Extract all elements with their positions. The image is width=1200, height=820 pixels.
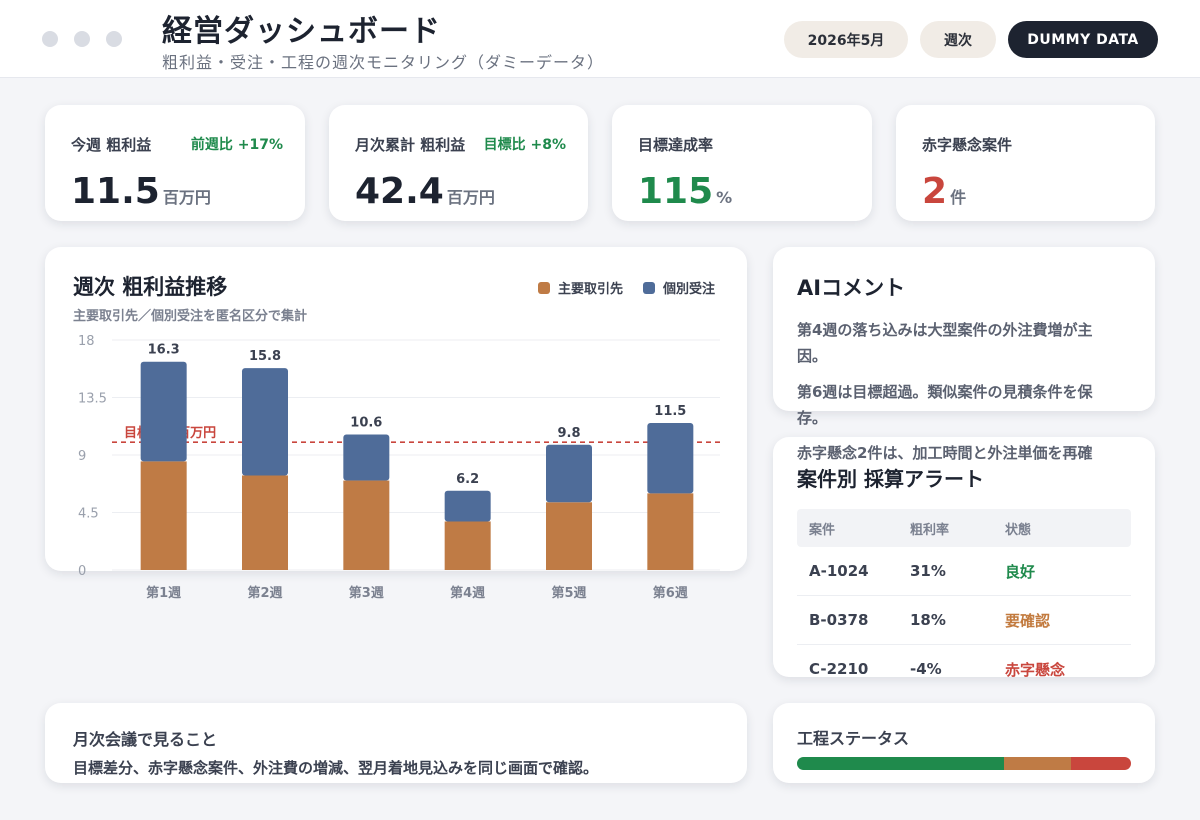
table-row[interactable]: A-1024 31% 良好 bbox=[797, 547, 1131, 596]
alert-table: 案件 粗利率 状態 A-1024 31% 良好 B-0378 18% 要確認 C… bbox=[797, 509, 1131, 677]
legend-item-main-clients[interactable]: 主要取引先 bbox=[537, 278, 623, 297]
status-badge: 要確認 bbox=[1005, 611, 1051, 630]
alert-title: 案件別 採算アラート bbox=[797, 467, 984, 491]
kpi-card-deficit-risk: 赤字懸念案件 2 件 bbox=[896, 105, 1155, 221]
status-badge: 良好 bbox=[1005, 562, 1036, 581]
ai-comment-line: 赤字懸念2件は、加工時間と外注単価を再確 bbox=[797, 444, 1093, 462]
kpi-value: 2 件 bbox=[922, 171, 966, 212]
kpi-number: 11.5 bbox=[71, 171, 160, 212]
process-status-card: 工程ステータス bbox=[773, 703, 1155, 783]
x-tick-label: 第5週 bbox=[551, 585, 586, 601]
dummy-data-badge[interactable]: DUMMY DATA bbox=[1008, 21, 1158, 58]
chart-subtitle: 主要取引先／個別受注を匿名区分で集計 bbox=[73, 309, 308, 324]
window-controls bbox=[42, 31, 122, 47]
profit-alert-card: 案件別 採算アラート 案件 粗利率 状態 A-1024 31% 良好 B-037… bbox=[773, 437, 1155, 677]
kpi-unit: % bbox=[716, 188, 733, 207]
chart-title: 週次 粗利益推移 bbox=[73, 275, 228, 299]
legend-label: 主要取引先 bbox=[557, 282, 623, 297]
kpi-card-achievement-rate: 目標達成率 115 % bbox=[612, 105, 872, 221]
kpi-value: 42.4 百万円 bbox=[355, 171, 495, 212]
kpi-card-monthly-profit: 月次累計 粗利益 目標比 +8% 42.4 百万円 bbox=[329, 105, 588, 221]
kpi-card-weekly-profit: 今週 粗利益 前週比 +17% 11.5 百万円 bbox=[45, 105, 305, 221]
note-text: 目標差分、赤字懸念案件、外注費の増減、翌月着地見込みを同じ画面で確認。 bbox=[73, 759, 599, 777]
note-title: 月次会議で見ること bbox=[73, 730, 218, 749]
period-selector[interactable]: 週次 bbox=[920, 21, 996, 58]
top-bar: 経営ダッシュボード 粗利益・受注・工程の週次モニタリング（ダミーデータ） 202… bbox=[0, 0, 1200, 78]
process-segment bbox=[1004, 757, 1071, 770]
kpi-number: 42.4 bbox=[355, 171, 444, 212]
x-tick-label: 第6週 bbox=[653, 585, 688, 601]
project-id: B-0378 bbox=[809, 611, 869, 629]
process-title: 工程ステータス bbox=[797, 729, 910, 748]
x-tick-label: 第2週 bbox=[247, 585, 282, 601]
window-dot-icon[interactable] bbox=[42, 31, 58, 47]
x-tick-label: 第4週 bbox=[450, 585, 485, 601]
x-tick-label: 第1週 bbox=[146, 585, 181, 601]
kpi-label: 今週 粗利益 bbox=[71, 136, 152, 154]
process-segment bbox=[1070, 757, 1131, 770]
table-row[interactable]: C-2210 -4% 赤字懸念 bbox=[797, 645, 1131, 677]
month-selector[interactable]: 2026年5月 bbox=[784, 21, 908, 58]
chart-legend: 主要取引先 個別受注 bbox=[537, 278, 715, 297]
kpi-number: 2 bbox=[922, 171, 948, 212]
kpi-unit: 件 bbox=[950, 188, 967, 207]
window-dot-icon[interactable] bbox=[106, 31, 122, 47]
window-dot-icon[interactable] bbox=[74, 31, 90, 47]
ai-comment-line: 第6週は目標超過。類似案件の見積条件を保存。 bbox=[797, 383, 1093, 427]
ai-comment-card: AIコメント 第4週の落ち込みは大型案件の外注費増が主因。 第6週は目標超過。類… bbox=[773, 247, 1155, 427]
monthly-meeting-card: 月次会議で見ること 目標差分、赤字懸念案件、外注費の増減、翌月着地見込みを同じ画… bbox=[45, 703, 747, 783]
process-progress-bar[interactable] bbox=[797, 757, 1131, 770]
weekly-profit-chart-card: 週次 粗利益推移 主要取引先／個別受注を匿名区分で集計 主要取引先 個別受注 bbox=[45, 247, 747, 571]
kpi-delta: 目標比 +8% bbox=[483, 137, 566, 153]
process-segment bbox=[797, 757, 1005, 770]
project-id: C-2210 bbox=[809, 660, 869, 677]
legend-item-individual-orders[interactable]: 個別受注 bbox=[642, 278, 715, 297]
kpi-unit: 百万円 bbox=[162, 188, 211, 207]
column-header[interactable]: 状態 bbox=[1005, 522, 1032, 538]
project-id: A-1024 bbox=[809, 562, 869, 580]
margin-rate: -4% bbox=[910, 660, 942, 677]
legend-swatch bbox=[537, 281, 550, 294]
kpi-label: 目標達成率 bbox=[638, 136, 714, 154]
ai-comment-title: AIコメント bbox=[797, 276, 906, 300]
legend-swatch bbox=[642, 281, 655, 294]
page-title: 経営ダッシュボード bbox=[162, 14, 441, 49]
margin-rate: 18% bbox=[910, 611, 946, 629]
kpi-number: 115 bbox=[638, 171, 714, 212]
kpi-label: 赤字懸念案件 bbox=[922, 136, 1013, 154]
kpi-unit: 百万円 bbox=[446, 188, 495, 207]
legend-label: 個別受注 bbox=[662, 282, 715, 297]
column-header[interactable]: 案件 bbox=[809, 522, 836, 538]
kpi-delta: 前週比 +17% bbox=[190, 137, 283, 153]
table-header: 案件 粗利率 状態 bbox=[797, 509, 1131, 547]
kpi-value: 11.5 百万円 bbox=[71, 171, 211, 212]
table-row[interactable]: B-0378 18% 要確認 bbox=[797, 596, 1131, 645]
kpi-label: 月次累計 粗利益 bbox=[355, 136, 466, 154]
status-badge: 赤字懸念 bbox=[1005, 660, 1066, 678]
ai-comment-line: 第4週の落ち込みは大型案件の外注費増が主因。 bbox=[797, 321, 1093, 365]
kpi-value: 115 % bbox=[638, 171, 732, 212]
margin-rate: 31% bbox=[910, 562, 946, 580]
column-header[interactable]: 粗利率 bbox=[910, 522, 950, 538]
x-tick-label: 第3週 bbox=[349, 585, 384, 601]
page-subtitle: 粗利益・受注・工程の週次モニタリング（ダミーデータ） bbox=[162, 53, 605, 72]
